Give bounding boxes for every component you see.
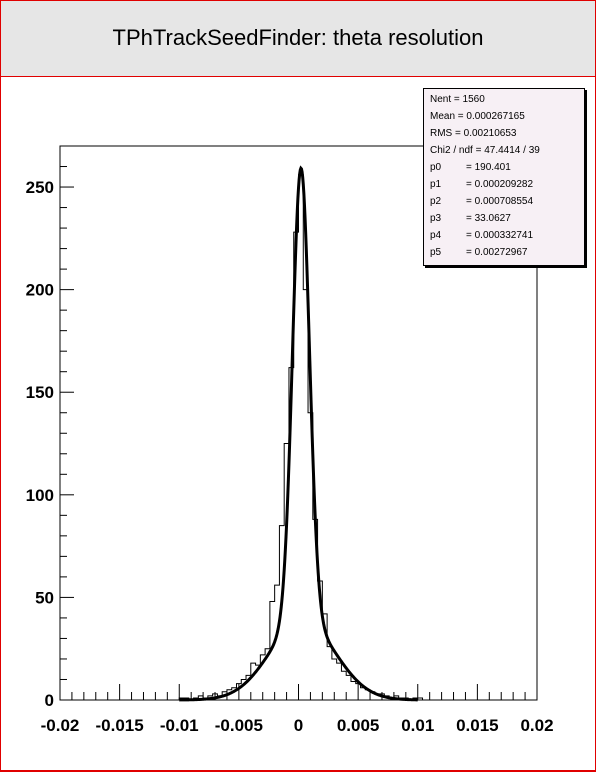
fit-curve	[179, 165, 418, 702]
stat-value: = 190.401	[466, 162, 511, 173]
stat-row-p0: p0 = 190.401	[430, 159, 511, 176]
stat-key: p4	[430, 230, 442, 241]
x-tick-label: 0	[294, 716, 303, 735]
x-tick-label: -0.01	[160, 716, 199, 735]
stat-value: = 0.000267165	[457, 111, 525, 122]
stat-value: = 47.4414 / 39	[475, 145, 540, 156]
stat-key: p3	[430, 213, 442, 224]
stat-key: p1	[430, 179, 442, 190]
stat-row-mean: Mean = 0.000267165	[430, 108, 525, 125]
x-tick-label: -0.02	[41, 716, 80, 735]
stat-key: Nent	[430, 94, 452, 105]
stat-key: p2	[430, 196, 442, 207]
stat-value: = 1560	[453, 94, 485, 105]
stat-row-chi2: Chi2 / ndf = 47.4414 / 39	[430, 142, 540, 159]
frame-left-border	[0, 75, 1, 772]
chart-title: TPhTrackSeedFinder: theta resolution	[112, 25, 484, 50]
x-tick-label: 0.01	[401, 716, 434, 735]
stat-key: Chi2 / ndf	[430, 145, 473, 156]
stat-row-p4: p4 = 0.000332741	[430, 227, 533, 244]
frame-bottom-border	[0, 770, 596, 772]
stats-box: Nent = 1560 Mean = 0.000267165 RMS = 0.0…	[423, 88, 585, 266]
stat-value: = 33.0627	[466, 213, 511, 224]
title-box: TPhTrackSeedFinder: theta resolution	[0, 0, 596, 77]
stat-row-p2: p2 = 0.000708554	[430, 193, 533, 210]
x-axis-ticks: -0.02 -0.015 -0.01 -0.005 0 0.005 0.01 0.015 0.0…	[41, 684, 554, 735]
stat-value: = 0.00272967	[466, 247, 528, 258]
x-tick-label: -0.005	[215, 716, 263, 735]
stat-key: p0	[430, 162, 442, 173]
stat-key: RMS	[430, 128, 453, 139]
y-tick-label: 0	[45, 691, 54, 710]
stat-row-p3: p3 = 33.0627	[430, 210, 511, 227]
x-tick-label: -0.015	[96, 716, 144, 735]
stat-row-p1: p1 = 0.000209282	[430, 176, 533, 193]
y-tick-label: 200	[26, 281, 54, 300]
y-tick-label: 50	[35, 588, 54, 607]
stat-value: = 0.00210653	[455, 128, 517, 139]
x-tick-label: 0.005	[337, 716, 380, 735]
stat-row-p5: p5 = 0.00272967	[430, 244, 527, 261]
y-tick-label: 250	[26, 178, 54, 197]
stat-row-nent: Nent = 1560	[430, 91, 485, 108]
stat-value: = 0.000209282	[466, 179, 534, 190]
y-tick-label: 150	[26, 383, 54, 402]
y-tick-label: 100	[26, 486, 54, 505]
stat-value: = 0.000332741	[466, 230, 534, 241]
x-tick-label: 0.02	[520, 716, 553, 735]
x-tick-label: 0.015	[456, 716, 499, 735]
stat-value: = 0.000708554	[466, 196, 534, 207]
stat-row-rms: RMS = 0.00210653	[430, 125, 516, 142]
stat-key: Mean	[430, 111, 456, 122]
y-axis-ticks: 0 50 100 150 200 250	[26, 166, 74, 710]
stat-key: p5	[430, 247, 442, 258]
histogram-outline	[178, 174, 424, 701]
